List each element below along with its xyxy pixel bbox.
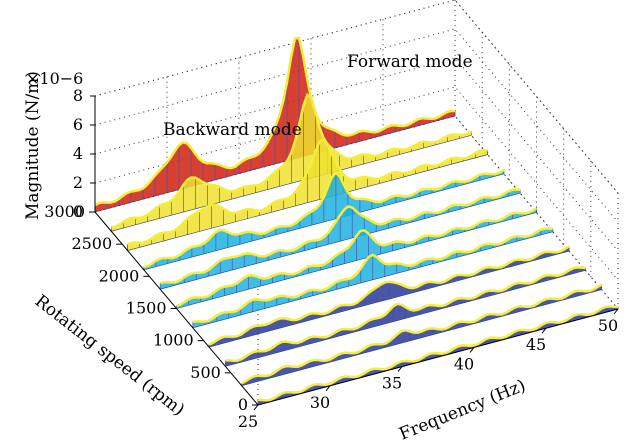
slice-highlight-line xyxy=(159,188,521,285)
slice-highlight-line xyxy=(192,227,553,323)
slice-highlight-line xyxy=(94,36,456,207)
slice-highlight-line xyxy=(241,283,603,385)
x-tick-label: 30 xyxy=(310,393,330,412)
annotation-backward-mode: Backward mode xyxy=(163,120,302,140)
z-axis-multiplier: ×10−6 xyxy=(26,69,83,88)
y-tick-label: 2000 xyxy=(99,266,140,285)
x-tick-mark xyxy=(397,366,403,372)
y-tick-label: 3000 xyxy=(44,202,85,221)
slice-highlight-line xyxy=(208,245,570,346)
slice-highlight-line xyxy=(257,305,619,402)
z-tick-label: 4 xyxy=(73,144,83,163)
z-tick-label: 8 xyxy=(73,86,83,105)
y-tick-label: 500 xyxy=(190,363,221,382)
z-axis-label: Magnitude (N/m) xyxy=(23,71,43,220)
z-tick-label: 2 xyxy=(73,173,83,192)
z-tick-label: 6 xyxy=(73,115,83,134)
slice-highlight-line xyxy=(176,207,538,308)
x-tick-mark xyxy=(541,327,547,334)
x-tick-mark xyxy=(325,385,331,392)
y-tick-label: 1000 xyxy=(153,331,194,350)
annotation-forward-mode: Forward mode xyxy=(347,52,473,72)
grid-line-z xyxy=(94,28,619,223)
z-tick-label: 0 xyxy=(73,202,83,221)
y-tick-label: 2500 xyxy=(71,234,112,253)
x-tick-label: 50 xyxy=(598,316,618,335)
x-axis-line xyxy=(257,308,619,406)
grid-box-edge xyxy=(454,0,619,194)
y-tick-label: 1500 xyxy=(126,299,167,318)
axis-layer: 2530354045500500100015002000250030000246… xyxy=(44,86,619,431)
slice-highlight-line xyxy=(127,137,488,246)
slice-highlight-line xyxy=(143,168,505,269)
x-tick-label: 45 xyxy=(526,335,546,354)
y-tick-label: 0 xyxy=(238,395,248,414)
x-axis-label: Frequency (Hz) xyxy=(396,376,528,445)
surface-layer xyxy=(94,36,619,406)
x-tick-label: 40 xyxy=(454,354,474,373)
slice-highlight-line xyxy=(111,92,472,229)
x-tick-mark xyxy=(253,404,259,411)
y-axis-line xyxy=(94,211,259,406)
slice-highlight-line xyxy=(225,266,586,362)
x-tick-mark xyxy=(613,308,619,315)
x-tick-label: 25 xyxy=(238,412,258,431)
x-tick-label: 35 xyxy=(382,374,402,393)
grid-line-z xyxy=(94,57,619,252)
x-tick-mark xyxy=(469,347,475,353)
grid-line-z xyxy=(94,86,619,281)
